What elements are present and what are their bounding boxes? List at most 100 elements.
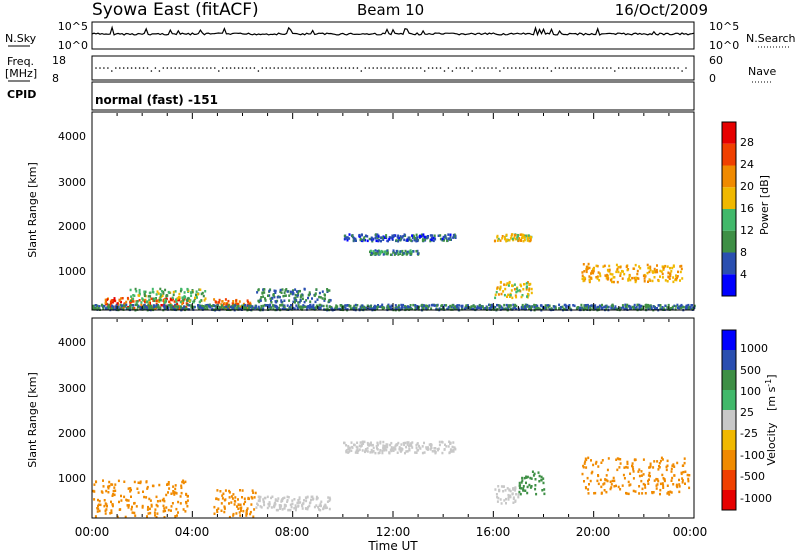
data-cell	[520, 487, 523, 490]
data-cell	[521, 476, 524, 480]
velocity-ylabel: Slant Range [km]	[26, 372, 39, 468]
data-cell	[638, 485, 641, 488]
data-cell	[447, 237, 450, 240]
data-cell	[282, 294, 285, 298]
data-cell	[235, 299, 238, 302]
data-cell	[113, 299, 116, 302]
xtick-2000: 20:00	[576, 525, 611, 539]
data-cell	[397, 234, 400, 237]
data-cell	[401, 253, 404, 256]
data-cell	[528, 283, 531, 286]
data-cell	[121, 297, 124, 300]
vel-cb-25: 25	[740, 406, 754, 419]
data-cell	[294, 504, 297, 507]
data-cell	[509, 489, 512, 493]
data-cell	[513, 288, 516, 291]
data-cell	[344, 237, 347, 240]
data-cell	[425, 447, 428, 451]
data-cell	[378, 252, 381, 256]
data-cell	[594, 307, 597, 310]
data-cell	[496, 239, 499, 242]
data-cell	[584, 307, 587, 311]
data-cell	[267, 294, 269, 297]
data-cell	[383, 250, 386, 254]
data-cell	[215, 307, 217, 311]
data-cell	[127, 506, 130, 509]
data-cell	[219, 490, 222, 493]
data-cell	[230, 495, 233, 498]
data-cell	[497, 304, 500, 307]
data-cell	[244, 500, 247, 504]
data-cell	[679, 265, 682, 268]
data-cell	[237, 507, 240, 510]
data-cell	[283, 307, 286, 311]
freq-dot	[633, 67, 636, 69]
data-cell	[381, 303, 384, 307]
data-cell	[107, 491, 110, 494]
data-cell	[678, 490, 681, 494]
data-cell	[372, 251, 375, 255]
data-cell	[263, 503, 266, 507]
nsky-tick-bottom: 10^0	[58, 39, 88, 52]
data-cell	[408, 250, 411, 253]
data-cell	[173, 300, 176, 303]
freq-dot	[475, 67, 478, 69]
data-cell	[416, 442, 419, 445]
data-cell	[376, 443, 379, 447]
data-cell	[235, 301, 238, 305]
data-cell	[348, 237, 351, 240]
data-cell	[531, 470, 534, 473]
data-cell	[183, 291, 186, 294]
data-cell	[499, 304, 501, 308]
data-cell	[670, 270, 673, 273]
data-cell	[263, 496, 266, 500]
data-cell	[186, 505, 189, 508]
data-cell	[409, 305, 411, 309]
data-cell	[300, 306, 303, 310]
data-cell	[131, 505, 133, 509]
data-cell	[410, 252, 412, 256]
data-cell	[290, 505, 293, 509]
freq-dot	[431, 67, 434, 69]
data-cell	[643, 280, 646, 283]
data-cell	[397, 240, 400, 243]
data-cell	[239, 489, 241, 492]
data-cell	[679, 270, 682, 274]
data-cell	[509, 494, 512, 497]
data-cell	[200, 299, 203, 302]
data-cell	[404, 441, 407, 445]
data-cell	[97, 307, 100, 310]
data-cell	[358, 444, 361, 447]
data-cell	[667, 275, 670, 278]
data-cell	[642, 305, 645, 308]
data-cell	[168, 300, 171, 304]
data-cell	[251, 497, 254, 500]
freq-dot	[388, 67, 390, 69]
freq-dot	[384, 67, 386, 69]
data-cell	[194, 296, 196, 300]
data-cell	[157, 306, 160, 310]
data-cell	[257, 305, 260, 309]
data-cell	[133, 502, 135, 505]
data-cell	[351, 234, 354, 237]
data-cell	[143, 495, 146, 499]
data-cell	[663, 479, 666, 483]
colorbar-segment	[722, 165, 736, 188]
data-cell	[373, 304, 376, 308]
data-cell	[615, 484, 617, 488]
data-cell	[382, 446, 385, 450]
freq-dot	[158, 70, 161, 72]
data-cell	[666, 265, 669, 268]
data-cell	[389, 307, 392, 311]
data-cell	[323, 506, 325, 509]
data-cell	[347, 445, 350, 448]
data-cell	[164, 288, 167, 292]
data-cell	[379, 305, 382, 308]
data-cell	[577, 306, 580, 309]
data-cell	[206, 307, 209, 310]
data-cell	[127, 499, 130, 502]
freq-dot	[479, 67, 481, 69]
data-cell	[372, 250, 375, 253]
data-cell	[414, 236, 416, 240]
data-cell	[625, 265, 628, 268]
